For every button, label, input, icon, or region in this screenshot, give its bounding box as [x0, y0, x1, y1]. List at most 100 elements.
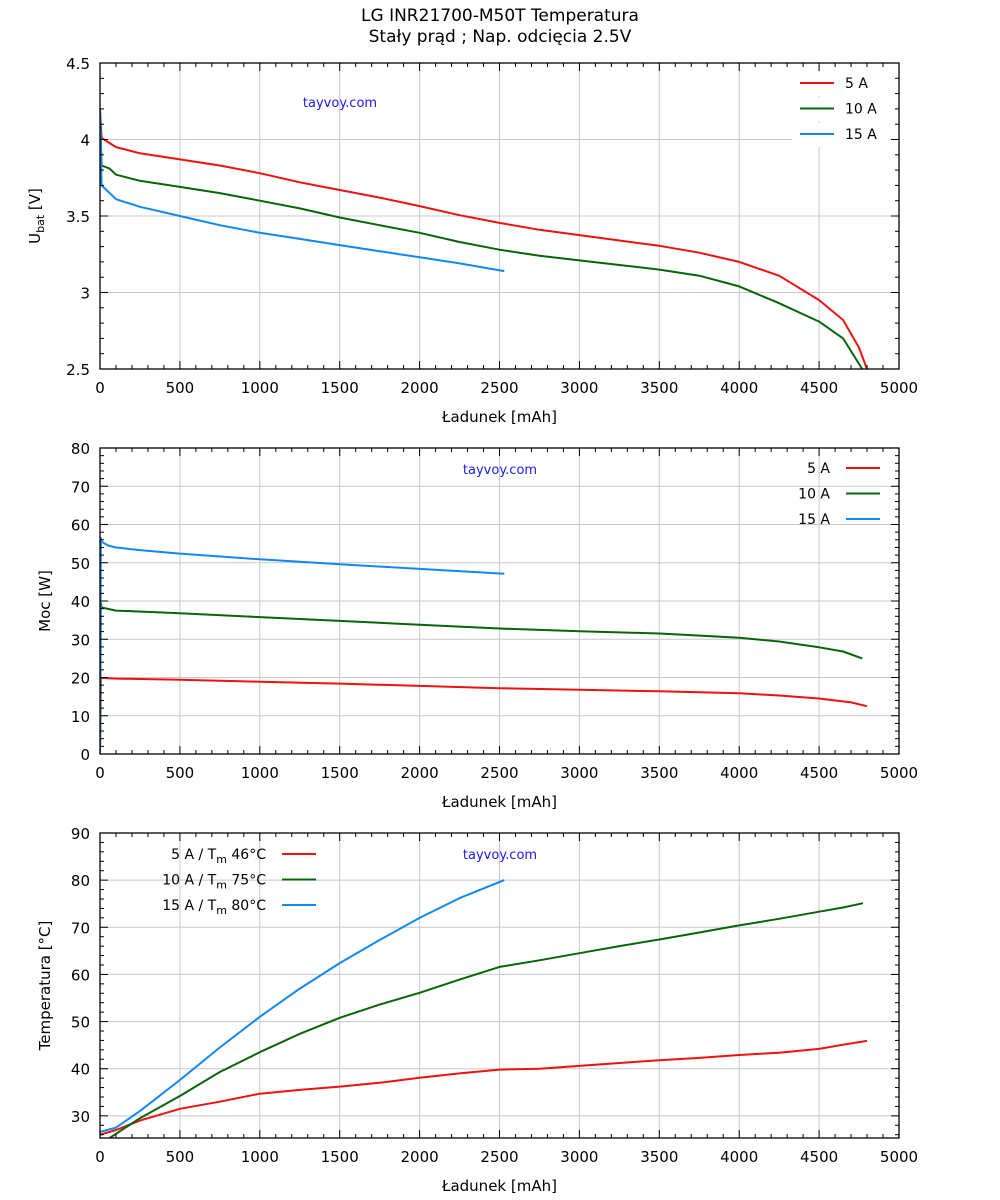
series-line-5A: [100, 110, 868, 369]
legend-label-5A: 5 A / Tm 46°C: [171, 847, 266, 866]
x-tick-label: 3000: [560, 1148, 598, 1166]
series-line-5A: [100, 676, 868, 754]
legend-suffix: 80°C: [227, 898, 266, 914]
legend-suffix: 75°C: [227, 873, 266, 889]
series-group: [100, 879, 868, 1138]
x-tick-label: 2500: [480, 1148, 518, 1166]
x-tick-label: 4000: [720, 764, 758, 782]
watermark: tayvoy.com: [463, 463, 537, 478]
grid-lines: [100, 833, 899, 1138]
y-tick-label: 40: [71, 1061, 90, 1079]
x-tick-label: 5000: [880, 1148, 918, 1166]
series-group: [100, 108, 868, 369]
legend-label-15A: 15 A: [845, 127, 877, 143]
y-tick-label: 50: [71, 1014, 90, 1032]
x-tick-label: 3500: [640, 1148, 678, 1166]
y-tick-label: 30: [71, 1108, 90, 1126]
x-tick-label: 2000: [401, 379, 439, 397]
legend-label-10A: 10 A / Tm 75°C: [162, 873, 266, 892]
grid-lines: [100, 63, 899, 369]
x-tick-label: 500: [166, 379, 195, 397]
y-tick-label: 2.5: [66, 361, 90, 379]
x-tick-label: 4000: [720, 379, 758, 397]
x-tick-label: 1500: [321, 379, 359, 397]
x-axis-label: Ładunek [mAh]: [441, 408, 557, 426]
x-tick-label: 0: [95, 379, 105, 397]
x-tick-label: 0: [95, 764, 105, 782]
x-tick-label: 2000: [401, 764, 439, 782]
y-tick-label: 50: [71, 555, 90, 573]
y-tick-label: 4.5: [66, 55, 90, 73]
x-tick-label: 5000: [880, 379, 918, 397]
axis-ticks: [99, 447, 900, 755]
y-axis-label: Ubat [V]: [26, 188, 47, 244]
y-tick-label: 0: [80, 746, 90, 764]
series-line-15A: [100, 879, 505, 1133]
y-tick-label: 20: [71, 670, 90, 688]
x-tick-label: 4500: [800, 764, 838, 782]
series-line-15A: [100, 536, 505, 754]
y-tick-label: 60: [71, 966, 90, 984]
series-line-15A: [100, 108, 505, 273]
legend-label-10A: 10 A: [845, 102, 877, 118]
legend: 5 A 10 A 15 A: [798, 461, 880, 528]
legend-subscript: m: [216, 904, 227, 917]
axis-ticks: [99, 62, 900, 370]
series-line-5A: [100, 1039, 868, 1136]
legend-label-5A: 5 A: [845, 76, 868, 92]
y-tick-label: 70: [71, 478, 90, 496]
y-axis-label-unit: [V]: [26, 188, 44, 215]
chart-panel-3: 5 A / Tm 46°C 10 A / Tm 75°C 15 A / Tm 80°…: [36, 825, 918, 1195]
x-axis-label: Ładunek [mAh]: [441, 793, 557, 811]
y-tick-label: 4: [80, 132, 90, 150]
axis-ticks: [99, 832, 900, 1138]
chart-panel-1: 5 A 10 A 15 A tayvoy.com 0 500 1000 1500 2000 250…: [26, 55, 918, 426]
x-tick-label: 4000: [720, 1148, 758, 1166]
x-tick-label: 3000: [560, 379, 598, 397]
legend-subscript: m: [216, 853, 227, 866]
legend: 5 A / Tm 46°C 10 A / Tm 75°C 15 A / Tm 80°…: [162, 847, 316, 917]
x-tick-label: 500: [166, 1148, 195, 1166]
chart-title: LG INR21700-M50T Temperatura Stały prąd …: [0, 6, 1000, 48]
series-line-10A: [100, 110, 864, 369]
y-tick-label: 3: [80, 285, 90, 303]
y-tick-label: 80: [71, 440, 90, 458]
x-tick-label: 1000: [241, 379, 279, 397]
x-tick-label: 2000: [401, 1148, 439, 1166]
x-tick-label: 1500: [321, 764, 359, 782]
x-tick-label: 500: [166, 764, 195, 782]
x-tick-label: 4500: [800, 379, 838, 397]
legend-suffix: 46°C: [227, 847, 266, 863]
x-axis-label: Ładunek [mAh]: [441, 1177, 557, 1195]
x-tick-label: 1000: [241, 1148, 279, 1166]
y-tick-label: 60: [71, 517, 90, 535]
y-tick-label: 80: [71, 872, 90, 890]
y-tick-label: 70: [71, 919, 90, 937]
legend-label-5A: 5 A: [807, 461, 830, 477]
chart-title-line1: LG INR21700-M50T Temperatura: [361, 6, 639, 26]
chart-title-line2: Stały prąd ; Nap. odcięcia 2.5V: [368, 27, 632, 47]
x-tick-label: 2500: [480, 764, 518, 782]
x-tick-label: 4500: [800, 1148, 838, 1166]
y-axis-label: Temperatura [°C]: [36, 921, 54, 1052]
tick-labels: 0 500 1000 1500 2000 2500 3000 3500 4000 4500 5000…: [66, 55, 918, 397]
tick-labels: 0 500 1000 1500 2000 2500 3000 3500 4000 4500 5000…: [71, 825, 918, 1166]
y-tick-label: 10: [71, 708, 90, 726]
y-axis-label: Moc [W]: [36, 570, 54, 632]
x-tick-label: 1000: [241, 764, 279, 782]
grid-lines: [100, 448, 899, 754]
series-line-10A: [109, 902, 864, 1138]
y-tick-label: 40: [71, 593, 90, 611]
x-tick-label: 2500: [480, 379, 518, 397]
watermark: tayvoy.com: [463, 848, 537, 863]
legend-label-10A: 10 A: [798, 487, 830, 503]
legend: 5 A 10 A 15 A: [792, 72, 892, 147]
legend-label-15A: 15 A: [798, 512, 830, 528]
x-tick-label: 3000: [560, 764, 598, 782]
y-tick-label: 30: [71, 631, 90, 649]
legend-label-15A: 15 A / Tm 80°C: [162, 898, 266, 917]
x-tick-label: 3500: [640, 379, 678, 397]
y-axis-label-subscript: bat: [34, 214, 47, 233]
watermark: tayvoy.com: [303, 96, 377, 111]
